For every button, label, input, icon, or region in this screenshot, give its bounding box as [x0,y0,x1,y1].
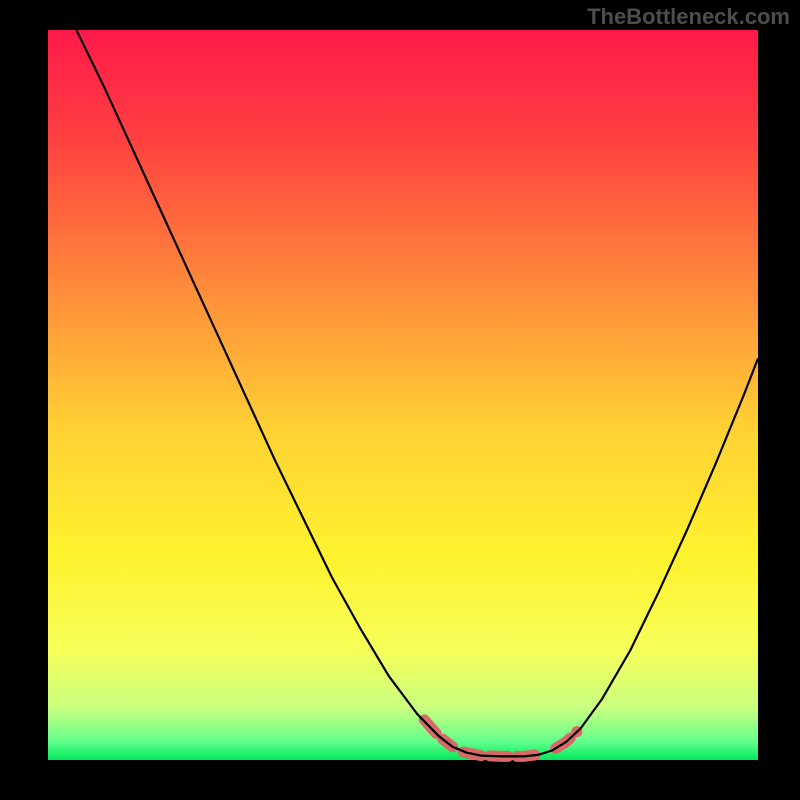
plot-area [48,30,758,760]
watermark-text: TheBottleneck.com [587,4,790,30]
curve-layer [48,30,758,760]
chart-container: TheBottleneck.com [0,0,800,800]
bottleneck-curve [76,30,758,756]
